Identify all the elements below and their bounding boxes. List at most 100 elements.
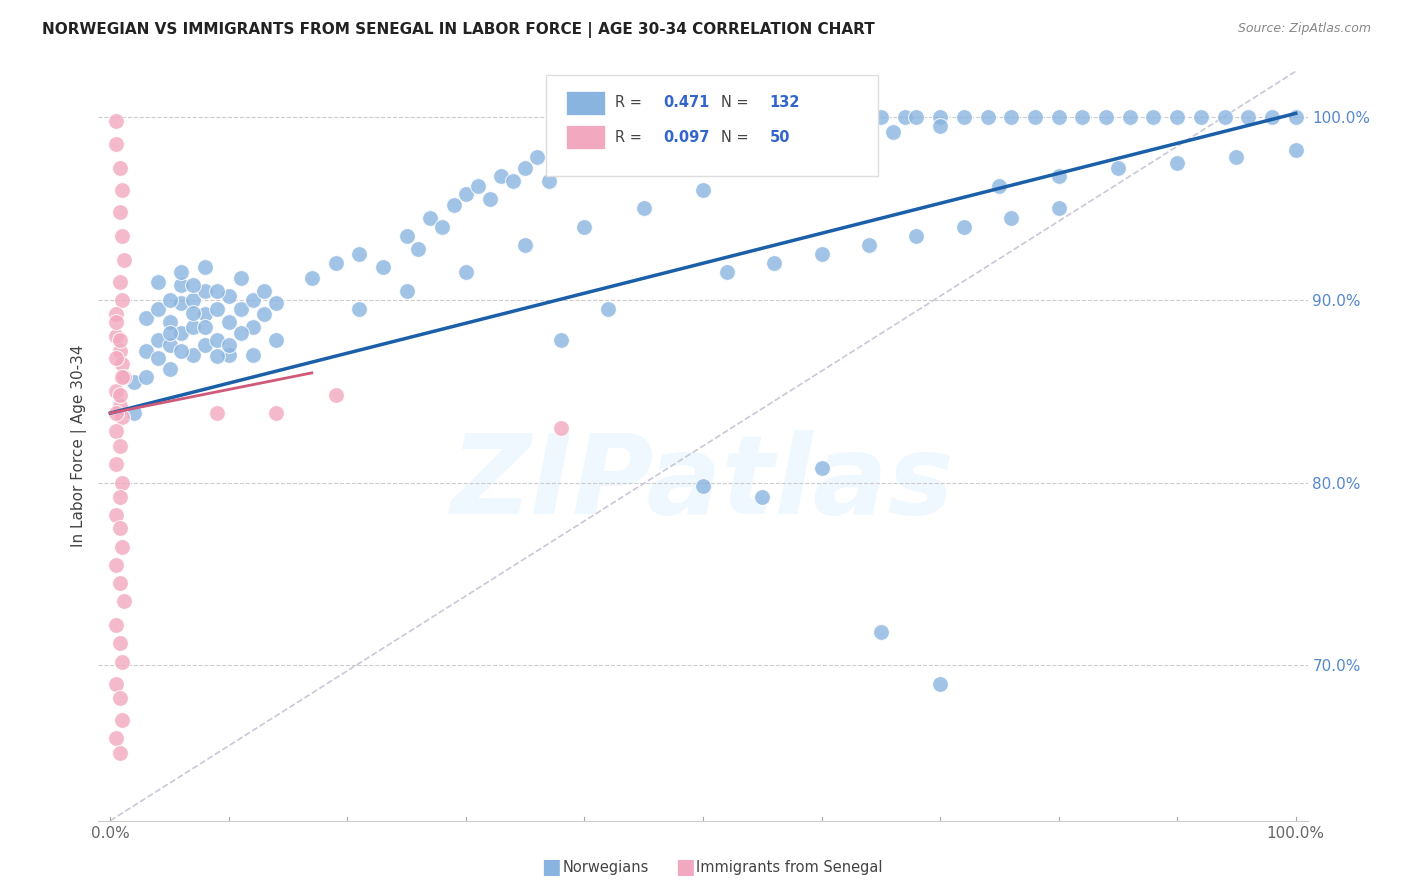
Point xyxy=(810,110,832,124)
Point xyxy=(146,351,169,366)
Point xyxy=(1261,110,1284,124)
Point xyxy=(1285,143,1308,157)
Point xyxy=(810,461,832,475)
Point xyxy=(181,348,204,362)
Point xyxy=(229,271,252,285)
Point xyxy=(598,301,620,316)
Point xyxy=(1285,110,1308,124)
Point xyxy=(347,301,370,316)
Point xyxy=(122,406,145,420)
Point xyxy=(181,320,204,334)
Point xyxy=(834,132,856,146)
Point xyxy=(1189,110,1212,124)
FancyBboxPatch shape xyxy=(567,125,605,149)
Text: ■: ■ xyxy=(675,857,695,877)
Point xyxy=(181,305,204,319)
Point xyxy=(1095,110,1118,124)
Point xyxy=(810,247,832,261)
Point xyxy=(194,284,217,298)
Point xyxy=(194,320,217,334)
Point xyxy=(454,265,477,279)
Point xyxy=(609,150,631,164)
Point xyxy=(763,110,786,124)
Point xyxy=(264,406,287,420)
Point xyxy=(105,113,128,128)
Point xyxy=(491,169,513,183)
Point xyxy=(111,183,134,197)
Point xyxy=(105,351,128,366)
Point xyxy=(834,119,856,133)
Point xyxy=(1000,110,1022,124)
Point xyxy=(1047,169,1070,183)
Point xyxy=(633,125,655,139)
Point xyxy=(108,691,131,706)
Point xyxy=(763,256,786,270)
Point xyxy=(114,594,136,608)
Point xyxy=(135,311,157,326)
Point xyxy=(253,284,276,298)
FancyBboxPatch shape xyxy=(567,91,605,115)
Point xyxy=(194,338,217,352)
Point xyxy=(325,388,347,402)
Point xyxy=(893,110,915,124)
Point xyxy=(111,655,134,669)
Point xyxy=(205,350,228,364)
Point xyxy=(146,275,169,289)
Point xyxy=(105,329,128,343)
Point xyxy=(105,676,128,690)
Point xyxy=(454,186,477,201)
Point xyxy=(869,110,891,124)
Point xyxy=(105,425,128,439)
Point xyxy=(108,576,131,591)
Point xyxy=(786,110,808,124)
Point xyxy=(108,490,131,504)
FancyBboxPatch shape xyxy=(546,75,879,177)
Point xyxy=(751,110,773,124)
Point xyxy=(408,242,430,256)
Point xyxy=(716,119,738,133)
Point xyxy=(668,128,690,143)
Point xyxy=(786,143,808,157)
Point xyxy=(159,362,181,376)
Point xyxy=(478,192,501,206)
Point xyxy=(1047,110,1070,124)
Point xyxy=(218,338,240,352)
Point xyxy=(502,174,524,188)
Point xyxy=(550,421,572,435)
Point xyxy=(443,198,465,212)
Point xyxy=(869,625,891,640)
Point xyxy=(242,320,264,334)
Point xyxy=(1166,155,1188,169)
Point xyxy=(111,369,134,384)
Point xyxy=(1225,150,1247,164)
Point xyxy=(550,333,572,347)
Point xyxy=(108,205,131,219)
Point xyxy=(146,301,169,316)
Point xyxy=(264,296,287,310)
Point xyxy=(692,183,714,197)
Point xyxy=(114,369,136,384)
Text: Norwegians: Norwegians xyxy=(562,860,648,874)
Text: 0.097: 0.097 xyxy=(664,130,710,145)
Point xyxy=(170,343,193,358)
Point xyxy=(108,388,131,402)
Point xyxy=(205,406,228,420)
Point xyxy=(692,479,714,493)
Point xyxy=(253,307,276,321)
Point xyxy=(1000,211,1022,225)
Point xyxy=(1166,110,1188,124)
Text: 132: 132 xyxy=(769,95,800,111)
Point xyxy=(846,110,869,124)
Point xyxy=(159,338,181,352)
Point xyxy=(111,357,134,371)
Text: NORWEGIAN VS IMMIGRANTS FROM SENEGAL IN LABOR FORCE | AGE 30-34 CORRELATION CHAR: NORWEGIAN VS IMMIGRANTS FROM SENEGAL IN … xyxy=(42,22,875,38)
Point xyxy=(170,296,193,310)
Point xyxy=(598,137,620,152)
Point xyxy=(194,260,217,274)
Point xyxy=(194,307,217,321)
Point xyxy=(114,252,136,267)
Point xyxy=(205,284,228,298)
Point xyxy=(105,406,128,420)
Point xyxy=(122,375,145,389)
Point xyxy=(218,315,240,329)
